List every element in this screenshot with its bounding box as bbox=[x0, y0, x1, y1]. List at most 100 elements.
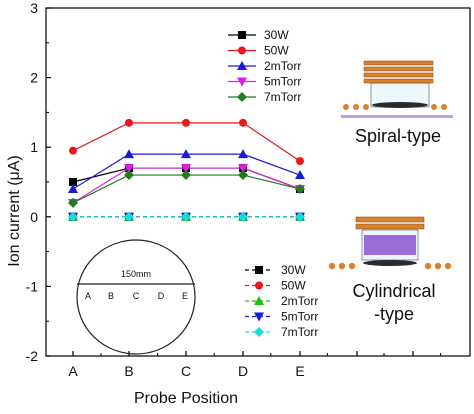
wafer-position-label: D bbox=[158, 291, 165, 301]
data-point bbox=[295, 170, 305, 180]
legend-swatch-marker bbox=[237, 61, 247, 70]
data-point bbox=[238, 164, 248, 174]
spiral-coil-4 bbox=[363, 78, 434, 84]
data-point bbox=[69, 178, 77, 186]
legend-swatch-marker bbox=[237, 77, 247, 87]
legend-item: 50W bbox=[228, 44, 289, 58]
spiral-dot bbox=[353, 104, 359, 110]
legend-swatch-marker bbox=[255, 281, 263, 290]
data-point bbox=[124, 149, 134, 159]
data-point bbox=[295, 211, 305, 222]
cyl-dot bbox=[338, 262, 346, 270]
spiral-series-7mtorr bbox=[68, 170, 305, 208]
legend-item: 5mTorr bbox=[228, 75, 301, 89]
legend-item: 5mTorr bbox=[245, 310, 318, 324]
data-point bbox=[182, 118, 190, 127]
y-tick-label: 1 bbox=[30, 139, 38, 155]
y-axis-title: Ion current (μA) bbox=[6, 155, 23, 266]
data-point bbox=[295, 183, 305, 194]
cyl-dot bbox=[348, 262, 356, 270]
y-tick-label: -2 bbox=[26, 348, 39, 364]
data-point bbox=[124, 211, 134, 222]
cylindrical-series-7mtorr bbox=[68, 211, 305, 222]
data-point bbox=[68, 183, 78, 193]
y-tick-label: -1 bbox=[26, 278, 39, 294]
legend-label: 30W bbox=[264, 28, 289, 42]
data-point bbox=[125, 118, 133, 127]
legend-label: 50W bbox=[264, 44, 289, 58]
cyl-coil-2 bbox=[355, 223, 425, 230]
y-tick-label: 0 bbox=[30, 209, 38, 225]
legend-swatch-marker bbox=[238, 46, 246, 55]
y-tick-label: 3 bbox=[30, 0, 38, 16]
cyl-dot bbox=[434, 262, 442, 270]
spiral-dot bbox=[363, 104, 369, 110]
cyl-electrode bbox=[363, 260, 417, 266]
data-point bbox=[238, 170, 248, 181]
wafer-position-label: B bbox=[108, 291, 114, 301]
cylindrical-label-line1: Cylindrical bbox=[352, 281, 435, 301]
legend-label: 7mTorr bbox=[264, 90, 301, 104]
wafer-position-label: E bbox=[182, 291, 188, 301]
legend-label: 5mTorr bbox=[264, 75, 301, 89]
spiral-type-label: Spiral-type bbox=[355, 126, 441, 146]
legend-item: 2mTorr bbox=[245, 294, 318, 308]
cylindrical-label-line2: -type bbox=[374, 304, 414, 324]
data-point bbox=[296, 157, 304, 166]
spiral-dot bbox=[441, 104, 447, 110]
cyl-coil-1 bbox=[355, 216, 425, 223]
legend-label: 50W bbox=[281, 279, 306, 293]
x-tick-labels: A B C D E bbox=[68, 363, 304, 379]
cyl-dot bbox=[424, 262, 432, 270]
wafer-position-labels: A B C D E bbox=[85, 291, 188, 301]
x-tick-label: B bbox=[124, 363, 133, 379]
x-tick-label: A bbox=[68, 363, 78, 379]
wafer-circle bbox=[76, 239, 196, 355]
legend-swatch-marker bbox=[237, 92, 247, 102]
legend-label: 5mTorr bbox=[281, 310, 318, 324]
x-tick-label: D bbox=[238, 363, 248, 379]
legend-swatch-marker bbox=[254, 327, 264, 337]
data-point bbox=[68, 211, 78, 222]
spiral-coil-1 bbox=[363, 60, 434, 66]
spiral-electrode bbox=[372, 102, 428, 108]
spiral-series-50w bbox=[69, 118, 304, 166]
data-point bbox=[181, 211, 191, 222]
y-tick-label: 2 bbox=[30, 70, 38, 86]
spiral-coil-2 bbox=[363, 66, 434, 72]
spiral-series-2mtorr bbox=[68, 149, 305, 193]
data-point bbox=[181, 170, 191, 181]
data-point bbox=[181, 164, 191, 174]
spiral-dot bbox=[431, 104, 437, 110]
legend-swatch-marker bbox=[238, 31, 246, 39]
data-point bbox=[124, 170, 134, 181]
legend-swatch-marker bbox=[254, 296, 264, 305]
data-point bbox=[181, 149, 191, 159]
data-point bbox=[239, 118, 247, 127]
legend-item: 2mTorr bbox=[228, 59, 301, 73]
cyl-plasma bbox=[364, 235, 416, 255]
x-axis-title: Probe Position bbox=[134, 390, 238, 407]
data-point bbox=[68, 197, 78, 208]
x-tick-label: E bbox=[295, 363, 304, 379]
cyl-dot bbox=[444, 262, 452, 270]
data-point bbox=[124, 164, 134, 174]
spiral-stage-bar bbox=[341, 115, 453, 118]
legend-label: 30W bbox=[281, 263, 306, 277]
spiral-source-diagram: Spiral-type bbox=[341, 60, 453, 146]
wafer-diameter-label: 150mm bbox=[121, 269, 151, 279]
legend-item: 30W bbox=[245, 263, 306, 277]
legend-item: 7mTorr bbox=[228, 90, 301, 104]
legend-item: 7mTorr bbox=[245, 325, 318, 339]
spiral-dot bbox=[343, 104, 349, 110]
cyl-dot bbox=[328, 262, 336, 270]
data-point bbox=[69, 146, 77, 155]
legend-item: 30W bbox=[228, 28, 289, 42]
legend-label: 7mTorr bbox=[281, 325, 318, 339]
x-tick-label: C bbox=[181, 363, 191, 379]
data-point bbox=[238, 211, 248, 222]
